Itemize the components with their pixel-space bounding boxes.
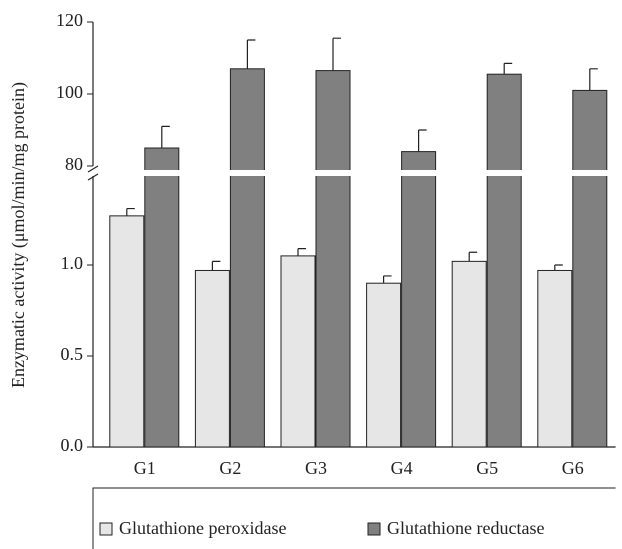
bar	[144, 147, 180, 448]
x-tick-label: G4	[391, 458, 413, 478]
x-tick-label: G5	[476, 458, 498, 478]
bar	[451, 260, 487, 448]
legend-label: Glutathione peroxidase	[119, 518, 286, 538]
legend-label: Glutathione reductase	[387, 518, 544, 538]
error-bar	[383, 275, 392, 284]
x-tick-label: G3	[305, 458, 327, 478]
bar	[572, 89, 608, 448]
y2-tick-label: 80	[65, 154, 83, 174]
error-bar	[126, 207, 135, 216]
error-bar	[554, 264, 563, 271]
legend-frame	[92, 487, 616, 549]
bar	[315, 70, 351, 448]
bar	[280, 255, 316, 448]
bar	[537, 269, 573, 448]
y-tick-label: 0.5	[61, 344, 84, 364]
bar	[229, 68, 265, 448]
error-bar	[297, 248, 306, 256]
error-bar	[211, 260, 221, 271]
y2-tick-label: 120	[56, 10, 83, 30]
y2-tick-label: 100	[56, 82, 83, 102]
bar	[401, 151, 437, 448]
error-bar	[468, 251, 478, 262]
bar	[486, 73, 522, 448]
y-tick-label: 0.0	[61, 435, 84, 455]
error-bar	[332, 37, 341, 71]
axis-break-mark	[87, 165, 99, 181]
bar	[366, 282, 402, 448]
bar	[194, 269, 230, 448]
error-bar	[161, 125, 170, 148]
error-bar	[246, 39, 256, 69]
error-bar	[503, 62, 513, 75]
x-tick-label: G1	[134, 458, 156, 478]
error-bar	[589, 68, 598, 91]
legend-swatch	[99, 522, 113, 536]
legend-swatch	[367, 522, 381, 536]
error-bar	[418, 129, 427, 152]
x-tick-label: G6	[562, 458, 584, 478]
axis-break-gap	[94, 170, 617, 176]
x-tick-label: G2	[219, 458, 241, 478]
y-tick-label: 1.0	[61, 253, 84, 273]
bar	[109, 215, 145, 448]
y-axis-label: Enzymatic activity (μmol/min/mg protein)	[8, 82, 29, 388]
